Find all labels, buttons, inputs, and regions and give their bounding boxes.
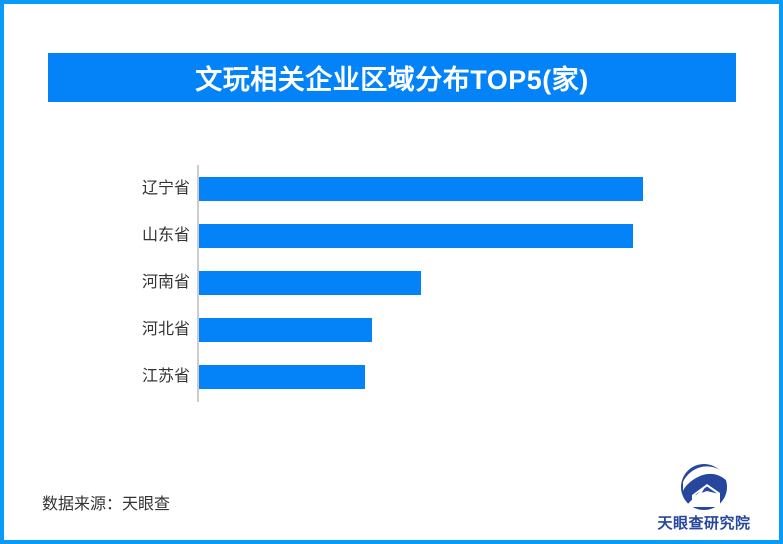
bar <box>199 177 643 201</box>
category-label: 河北省 <box>141 321 190 338</box>
bar <box>199 271 421 295</box>
category-label: 山东省 <box>141 227 190 244</box>
bar-chart: 辽宁省山东省河南省河北省江苏省 <box>4 4 779 540</box>
category-label: 江苏省 <box>141 368 190 385</box>
brand-logo: 天眼查研究院 <box>650 464 758 533</box>
chart-title-bar: 文玩相关企业区域分布TOP5(家) <box>48 53 736 102</box>
category-label: 河南省 <box>141 274 190 291</box>
chart-title: 文玩相关企业区域分布TOP5(家) <box>195 65 589 95</box>
bar <box>199 318 372 342</box>
brand-logo-text: 天眼查研究院 <box>657 515 751 532</box>
y-axis-line <box>197 165 199 402</box>
chart-row: 河北省 <box>4 318 779 342</box>
chart-row: 河南省 <box>4 271 779 295</box>
chart-row: 江苏省 <box>4 365 779 389</box>
bar <box>199 224 633 248</box>
bar <box>199 365 365 389</box>
chart-row: 辽宁省 <box>4 177 779 201</box>
chart-row: 山东省 <box>4 224 779 248</box>
tianyancha-logo-icon <box>681 464 727 510</box>
category-label: 辽宁省 <box>141 180 190 197</box>
data-source-text: 数据来源：天眼查 <box>42 496 171 513</box>
